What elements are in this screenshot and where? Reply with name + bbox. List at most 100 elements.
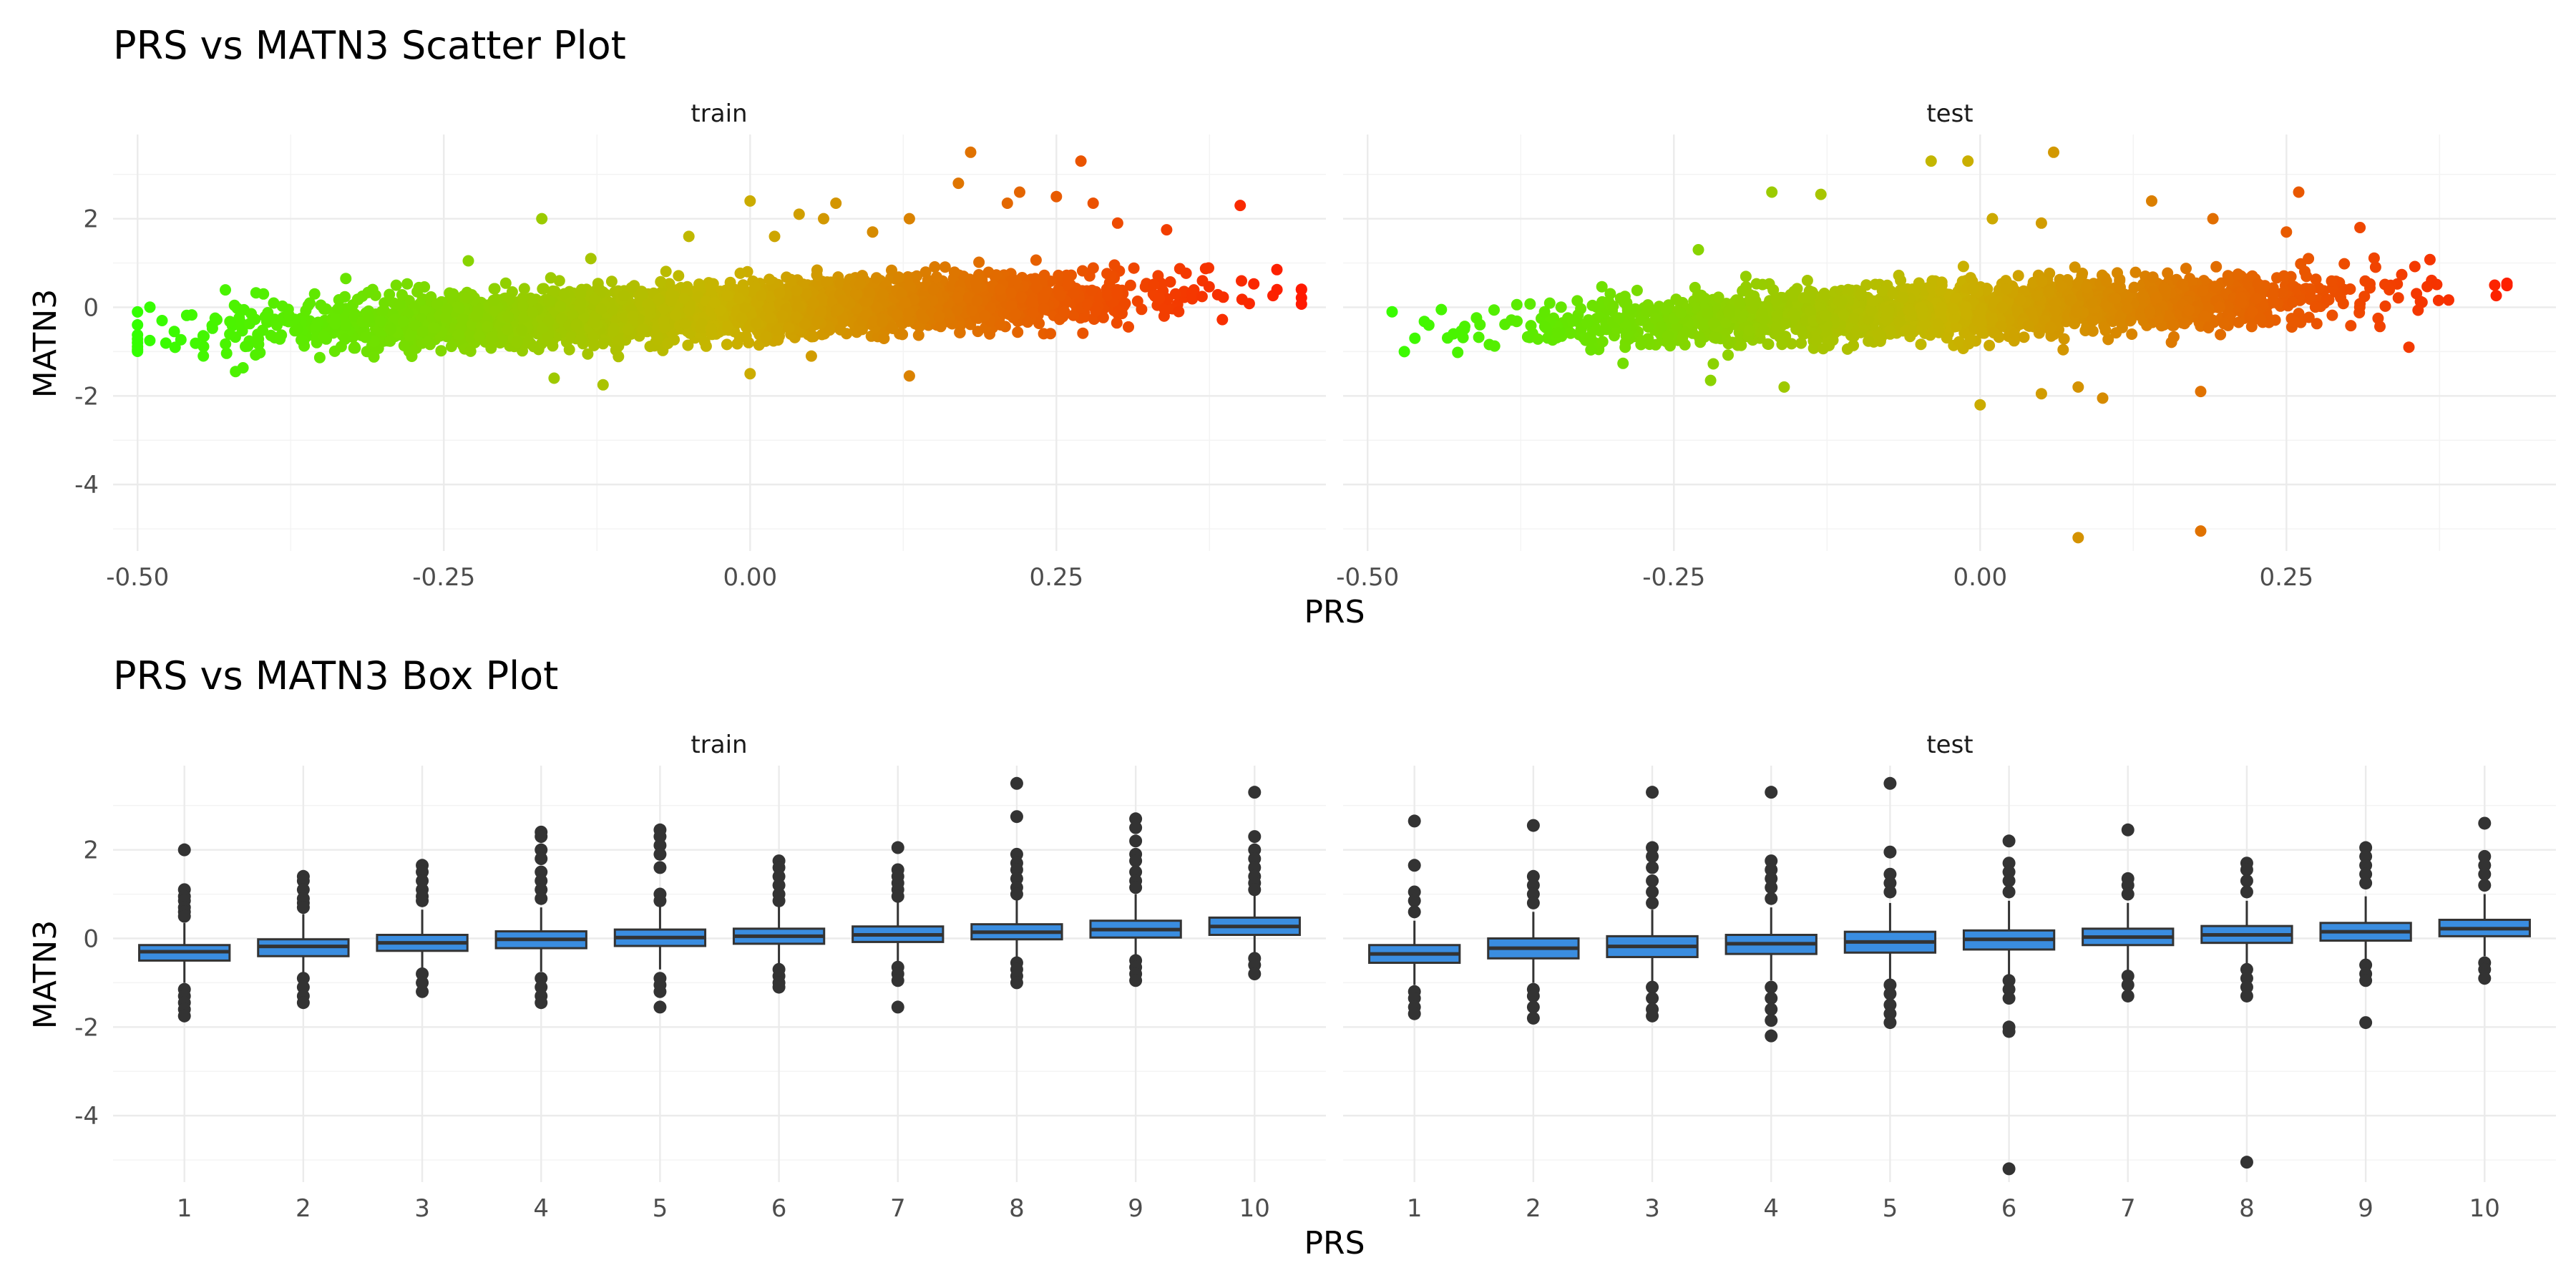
scatter-point	[593, 283, 605, 296]
scatter-point	[618, 290, 630, 301]
scatter-point	[518, 311, 530, 323]
scatter-point	[348, 310, 360, 322]
scatter-point	[1119, 298, 1131, 309]
scatter-point	[1128, 262, 1140, 274]
scatter-point	[721, 321, 733, 333]
scatter-point	[340, 320, 352, 332]
scatter-point	[1030, 281, 1043, 293]
scatter-point	[705, 323, 717, 335]
scatter-point	[1234, 200, 1246, 212]
scatter-train-x-ticks: -0.50 -0.25 0.00 0.25	[106, 563, 1083, 592]
scatter-point	[886, 264, 897, 276]
scatter-point	[487, 294, 499, 306]
scatter-point	[489, 283, 501, 295]
scatter-point	[482, 321, 494, 333]
scatter-point	[1090, 305, 1102, 317]
scatter-point	[2057, 343, 2069, 356]
scatter-point	[435, 345, 447, 357]
scatter-point	[398, 340, 410, 351]
scatter-point	[917, 312, 930, 324]
scatter-point	[799, 318, 811, 330]
scatter-point	[2222, 275, 2234, 287]
scatter-point	[283, 310, 296, 321]
scatter-point	[352, 293, 364, 306]
scatter-point	[465, 331, 477, 343]
scatter-point	[396, 289, 408, 301]
scatter-point	[878, 333, 890, 344]
scatter-point	[1295, 292, 1307, 304]
scatter-point	[588, 316, 600, 328]
scatter-point	[503, 293, 515, 306]
scatter-point	[927, 283, 940, 296]
scatter-point	[1635, 314, 1646, 326]
scatter-point	[1001, 197, 1013, 209]
scatter-point	[348, 341, 361, 353]
scatter-point	[966, 304, 978, 316]
scatter-point	[1271, 263, 1283, 275]
scatter-point	[472, 308, 484, 320]
scatter-point	[774, 287, 786, 299]
scatter-point	[700, 340, 712, 352]
scatter-point	[376, 306, 388, 318]
scatter-point	[1596, 280, 1608, 293]
scatter-point	[211, 313, 223, 326]
scatter-point	[811, 316, 823, 328]
scatter-point	[2409, 260, 2421, 273]
scatter-point	[1762, 338, 1774, 350]
scatter-point	[595, 303, 607, 315]
scatter-point	[1009, 308, 1021, 321]
scatter-point	[2180, 263, 2192, 275]
scatter-point	[474, 331, 486, 343]
scatter-point	[739, 302, 751, 314]
scatter-point	[805, 350, 817, 362]
scatter-point	[397, 316, 409, 328]
scatter-point	[750, 317, 762, 329]
scatter-point	[1543, 297, 1556, 309]
scatter-point	[206, 322, 218, 334]
scatter-point	[197, 350, 210, 362]
scatter-point	[1068, 309, 1080, 321]
scatter-point	[431, 298, 443, 310]
scatter-point	[644, 303, 656, 316]
scatter-point	[673, 270, 685, 282]
scatter-point	[1893, 269, 1905, 281]
scatter-point	[1053, 269, 1065, 281]
scatter-point	[585, 253, 597, 265]
scatter-point	[168, 326, 180, 338]
scatter-point	[1124, 279, 1136, 291]
scatter-point	[362, 286, 374, 298]
scatter-point	[693, 278, 705, 291]
scatter-point	[234, 316, 246, 328]
scatter-point	[2443, 294, 2454, 306]
scatter-panel-test: test -0.50 -0.25 0.00 0.25	[1336, 99, 2556, 592]
scatter-point	[952, 177, 965, 190]
scatter-test-points	[1386, 146, 2513, 544]
scatter-point	[653, 293, 665, 306]
scatter-point	[144, 301, 156, 313]
scatter-point	[597, 338, 609, 350]
scatter-point	[807, 298, 819, 309]
scatter-point	[1108, 259, 1121, 271]
scatter-point	[696, 318, 708, 330]
scatter-point	[610, 344, 622, 356]
scatter-point	[1015, 291, 1028, 303]
scatter-point	[329, 314, 341, 326]
scatter-point	[744, 368, 756, 380]
scatter-point	[1473, 331, 1485, 343]
scatter-point	[1161, 224, 1173, 236]
scatter-point	[660, 265, 672, 278]
scatter-point	[384, 288, 396, 301]
scatter-point	[832, 303, 844, 316]
scatter-point	[198, 331, 210, 342]
scatter-point	[245, 308, 258, 320]
scatter-panel-train: train -0.50 -0.25 0.00 0.25	[106, 99, 1326, 592]
scatter-point	[548, 372, 560, 384]
scatter-point	[1097, 311, 1109, 323]
scatter-point	[708, 297, 721, 309]
scatter-point	[952, 291, 964, 303]
scatter-point	[815, 306, 827, 318]
scatter-point	[1488, 340, 1501, 352]
scatter-point	[224, 316, 236, 328]
scatter-point	[830, 197, 842, 209]
scatter-point	[1662, 330, 1674, 342]
